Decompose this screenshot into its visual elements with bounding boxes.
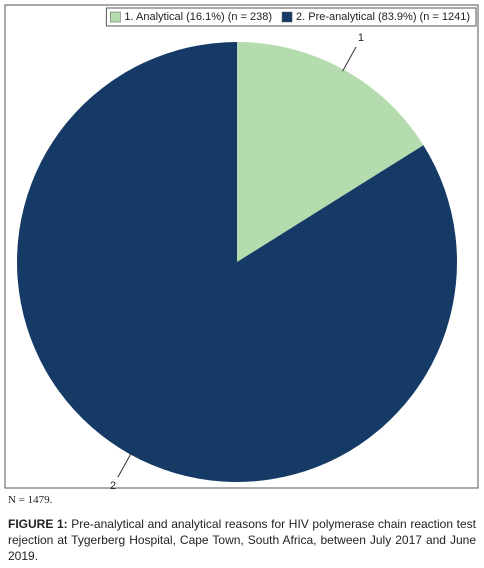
chart-frame (4, 4, 479, 489)
legend-label: 2. Pre-analytical (83.9%) (n = 1241) (296, 11, 470, 23)
caption-label: FIGURE 1: (8, 517, 68, 531)
slice-label: 1 (358, 32, 364, 44)
pie-slice (237, 42, 424, 262)
legend-swatch (110, 11, 121, 23)
leader-line (117, 452, 132, 478)
slice-label: 2 (110, 480, 116, 492)
pie-slice (16, 42, 458, 482)
leader-line (342, 46, 357, 72)
caption: FIGURE 1: Pre-analytical and analytical … (8, 516, 476, 564)
caption-text: Pre-analytical and analytical reasons fo… (8, 517, 476, 563)
footnote: N = 1479. (8, 494, 53, 506)
legend-swatch (281, 11, 293, 23)
chart: 1 2 1. Analytical (16.1%) (n = 238) 2. Pre-… (4, 4, 479, 492)
legend-label: 1. Analytical (16.1%) (n = 238) (124, 11, 272, 23)
